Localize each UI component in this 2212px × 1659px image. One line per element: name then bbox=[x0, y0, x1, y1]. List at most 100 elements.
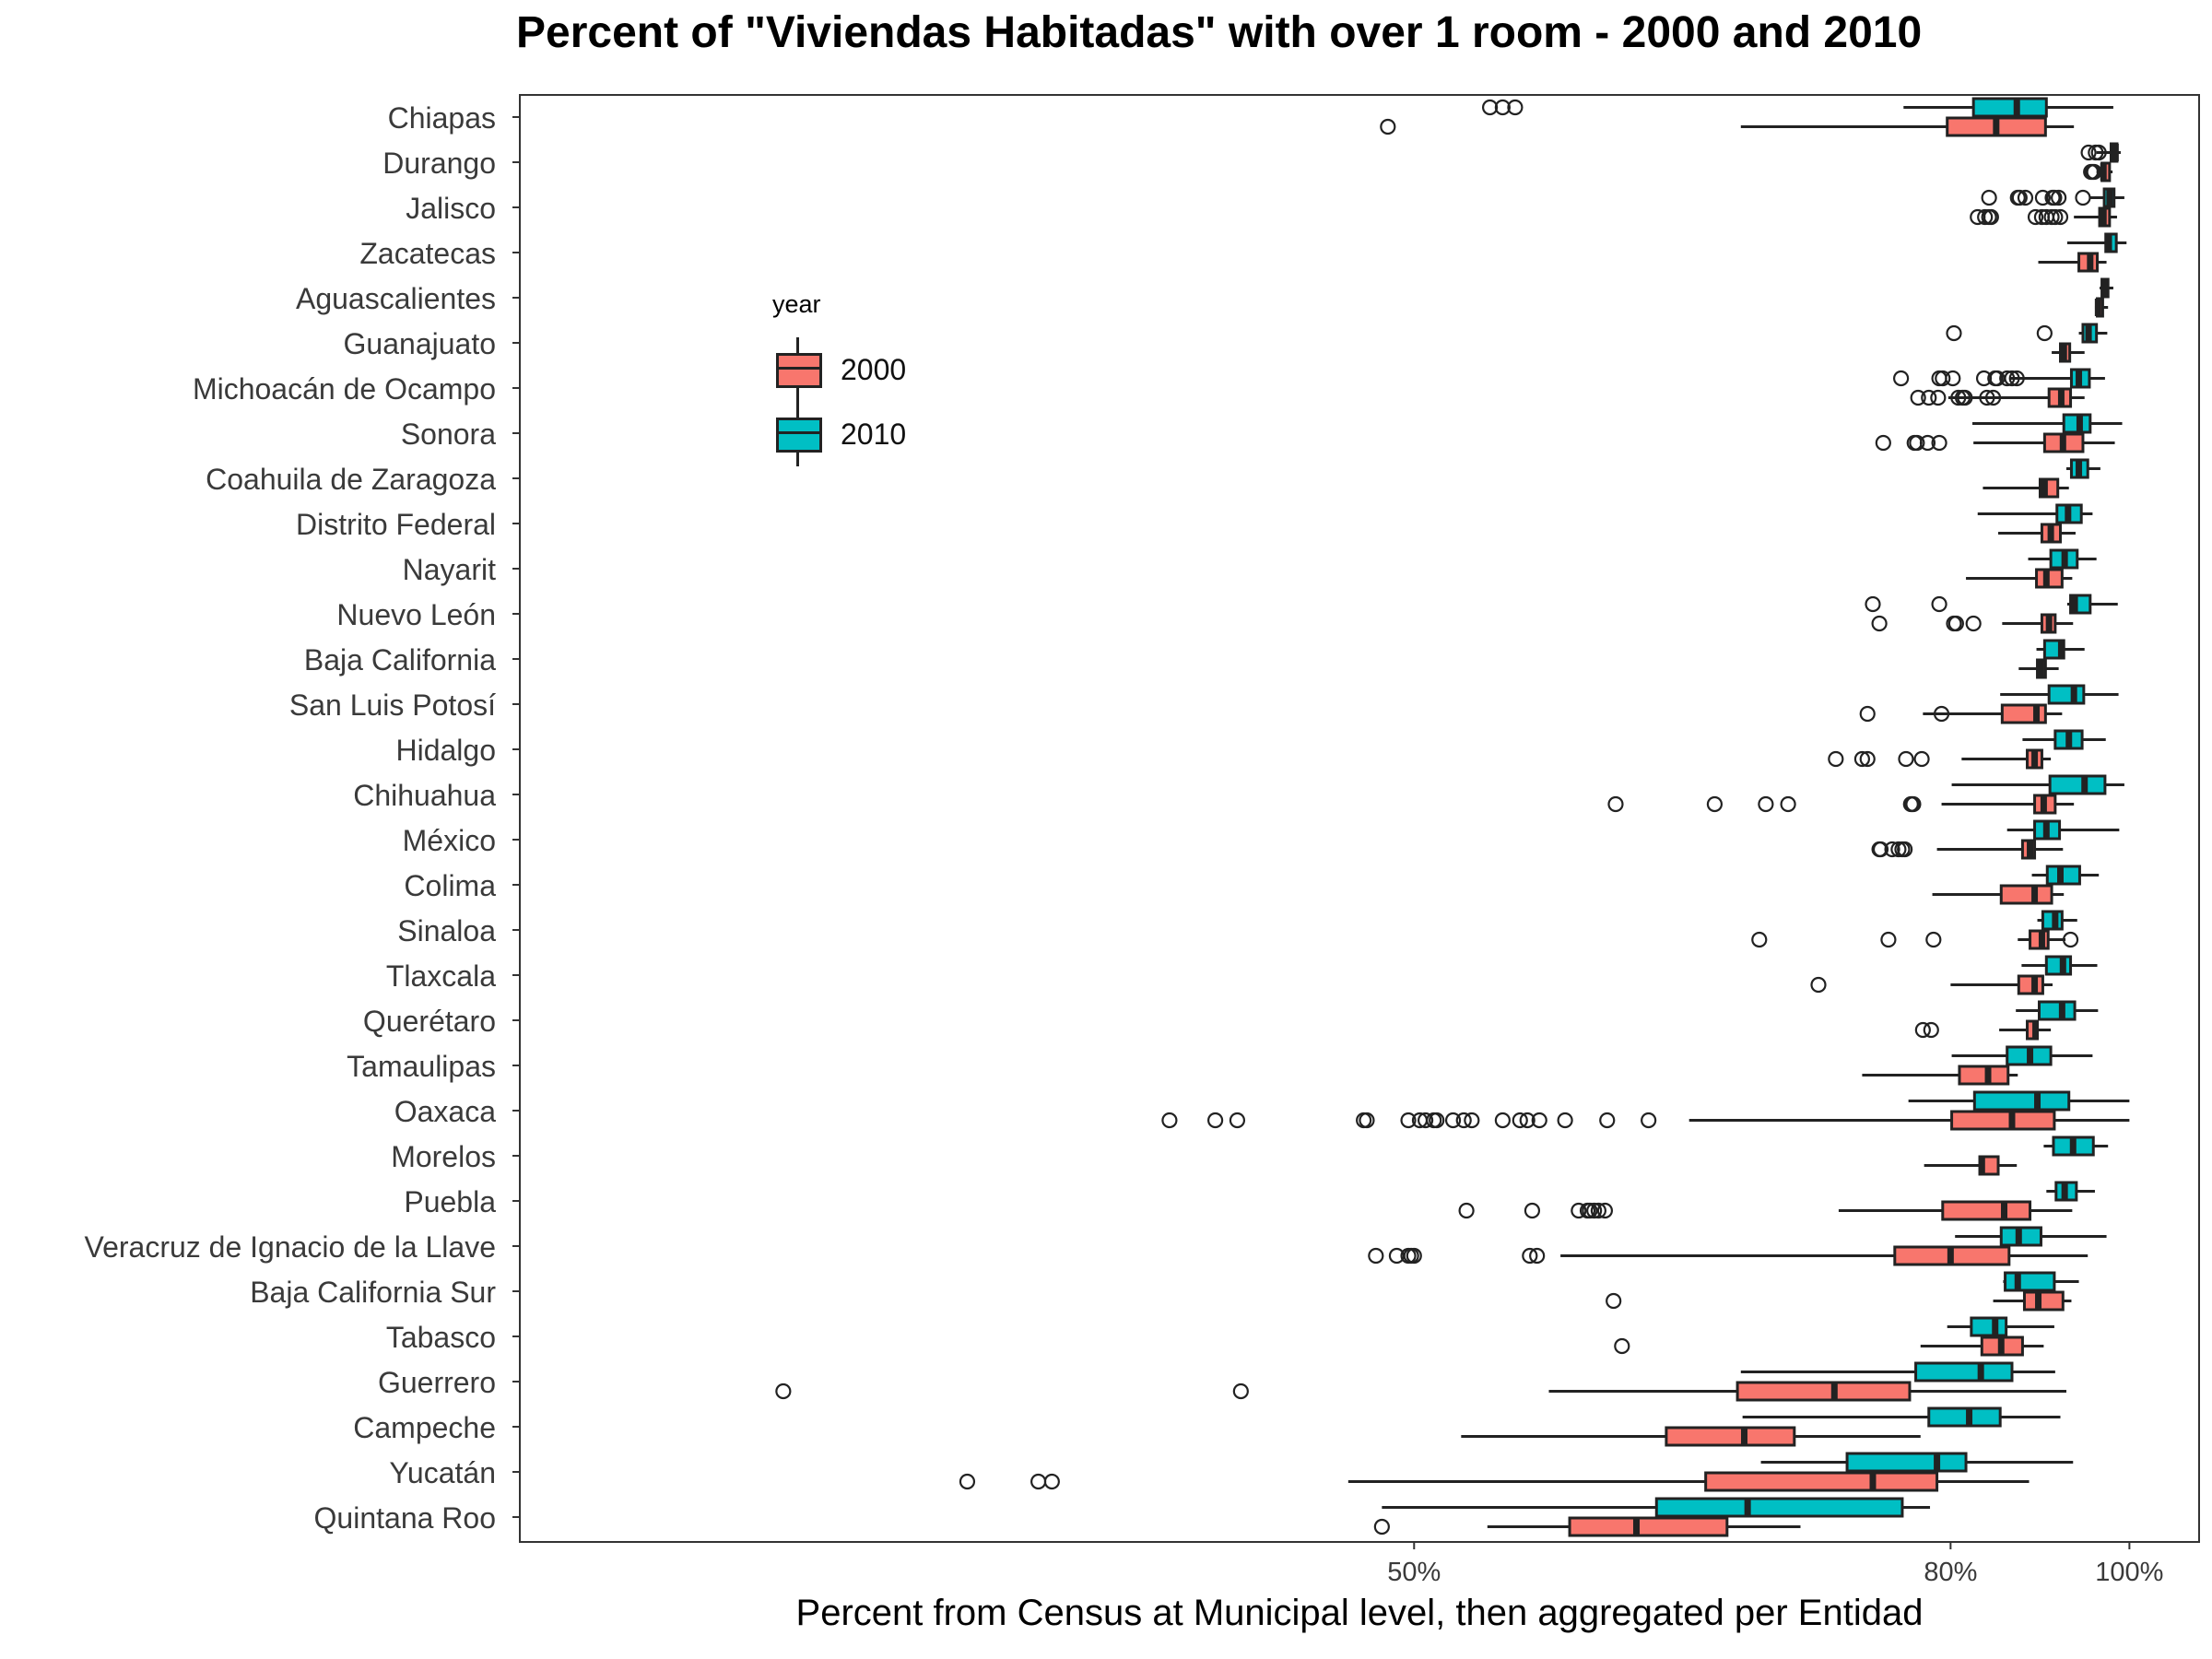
box-2000 bbox=[1910, 387, 2085, 408]
outlier-point bbox=[1229, 1112, 1246, 1129]
outlier-point bbox=[2011, 189, 2028, 206]
category-label: Michoacán de Ocampo bbox=[193, 372, 496, 406]
box-2000 bbox=[1810, 974, 2053, 995]
outlier-point bbox=[1871, 615, 1888, 632]
outlier-point bbox=[1913, 750, 1930, 768]
box-2000 bbox=[1161, 1110, 2130, 1131]
outlier-point bbox=[1206, 1112, 1224, 1129]
category-label: Colima bbox=[404, 869, 496, 902]
outlier-point bbox=[1522, 1247, 1538, 1265]
outlier-point bbox=[2062, 931, 2079, 948]
category-label: Chiapas bbox=[388, 101, 496, 135]
outlier-point bbox=[2036, 324, 2053, 342]
outlier-point bbox=[1935, 370, 1951, 387]
box-2010 bbox=[1981, 187, 2124, 208]
box-iqr bbox=[2044, 955, 2073, 976]
box-iqr bbox=[1665, 1426, 1796, 1447]
box-2000 bbox=[2052, 342, 2085, 363]
outlier-point bbox=[1983, 208, 1999, 226]
outlier-point bbox=[1359, 1112, 1375, 1129]
outlier-point bbox=[1921, 389, 1937, 406]
outlier-point bbox=[1984, 389, 2002, 406]
box-iqr bbox=[1654, 1497, 1904, 1518]
box-2010 bbox=[1760, 1452, 2074, 1473]
outlier-point bbox=[1875, 434, 1891, 452]
chart-title: Percent of "Viviendas Habitadas" with ov… bbox=[516, 8, 1923, 57]
outlier-point bbox=[1481, 99, 1499, 116]
category-label: San Luis Potosí bbox=[289, 688, 496, 722]
outlier-point bbox=[1494, 99, 1511, 116]
outlier-point bbox=[1931, 434, 1947, 452]
box-2010 bbox=[1865, 594, 2118, 615]
category-label: México bbox=[403, 824, 496, 857]
box-2000 bbox=[1368, 1245, 2088, 1266]
outlier-point bbox=[2052, 208, 2069, 226]
outlier-point bbox=[1590, 1202, 1606, 1219]
outlier-point bbox=[1930, 389, 1947, 406]
outlier-point bbox=[1586, 1202, 1603, 1219]
category-label: Campeche bbox=[353, 1411, 496, 1444]
box-2010 bbox=[2028, 548, 2097, 570]
category-label: Baja California Sur bbox=[250, 1276, 496, 1309]
category-label: Nayarit bbox=[403, 553, 496, 586]
box-iqr bbox=[1972, 1090, 2071, 1112]
box-2010 bbox=[2046, 1181, 2095, 1202]
box-2000 bbox=[1380, 116, 2075, 137]
outlier-point bbox=[1880, 931, 1897, 948]
category-label: Aguascalientes bbox=[296, 282, 496, 315]
box-iqr bbox=[1941, 1200, 2032, 1221]
legend-label-2000: 2000 bbox=[841, 352, 907, 386]
box-2010 bbox=[2080, 142, 2121, 163]
box-2010 bbox=[2003, 1271, 2079, 1292]
outlier-point bbox=[1429, 1112, 1445, 1129]
outlier-point bbox=[1931, 595, 1947, 613]
legend-label-2010: 2010 bbox=[841, 417, 907, 451]
outlier-point bbox=[2051, 189, 2067, 206]
category-label: Hidalgo bbox=[395, 734, 496, 767]
outlier-point bbox=[1947, 615, 1964, 632]
outlier-point bbox=[1957, 389, 1973, 406]
outlier-point bbox=[1979, 389, 1995, 406]
outlier-point bbox=[775, 1382, 792, 1400]
y-axis-labels: Chiapas Durango Jalisco Zacatecas Aguascalie… bbox=[84, 101, 520, 1535]
box-2010 bbox=[2031, 865, 2100, 886]
box-2000 bbox=[1461, 1426, 1921, 1447]
outlier-point bbox=[1910, 389, 1926, 406]
box-2000 bbox=[2094, 297, 2109, 318]
outlier-point bbox=[1999, 370, 2016, 387]
outlier-point bbox=[1519, 1112, 1535, 1129]
x-axis-title: Percent from Census at Municipal level, … bbox=[795, 1593, 1924, 1633]
legend-key-2000 bbox=[772, 337, 822, 402]
box-iqr bbox=[1971, 97, 2048, 118]
category-label: Distrito Federal bbox=[296, 508, 496, 541]
outlier-point bbox=[1859, 705, 1876, 723]
category-label: Oaxaca bbox=[394, 1095, 496, 1128]
x-tick-label: 80% bbox=[1924, 1558, 1977, 1587]
box-2010 bbox=[1481, 97, 2113, 118]
box-2010 bbox=[1951, 774, 2124, 795]
outlier-point bbox=[1950, 389, 1967, 406]
box-2010 bbox=[1977, 503, 2093, 524]
outlier-point bbox=[1607, 795, 1624, 813]
outlier-point bbox=[1898, 750, 1914, 768]
box-iqr bbox=[1970, 1316, 2008, 1337]
x-tick-label: 100% bbox=[2095, 1558, 2163, 1587]
legend-key-2010 bbox=[772, 402, 822, 466]
outlier-point bbox=[2090, 144, 2107, 161]
box-2010 bbox=[2000, 684, 2119, 705]
outlier-point bbox=[1945, 370, 1961, 387]
outlier-point bbox=[1893, 370, 1910, 387]
legend-item-2000: 2000 bbox=[772, 337, 906, 402]
box-iqr bbox=[2017, 974, 2044, 995]
outlier-point bbox=[1232, 1382, 1249, 1400]
box-2010 bbox=[1955, 1226, 2107, 1247]
box-iqr bbox=[2004, 1271, 2056, 1292]
box-2000 bbox=[1373, 1516, 1801, 1537]
outlier-point bbox=[1933, 705, 1950, 723]
box-iqr bbox=[1958, 1065, 2010, 1086]
category-label: Quintana Roo bbox=[314, 1501, 496, 1535]
outlier-point bbox=[1599, 1112, 1616, 1129]
outlier-point bbox=[1464, 1112, 1480, 1129]
outlier-point bbox=[2047, 208, 2064, 226]
legend-item-2010: 2010 bbox=[772, 402, 906, 466]
